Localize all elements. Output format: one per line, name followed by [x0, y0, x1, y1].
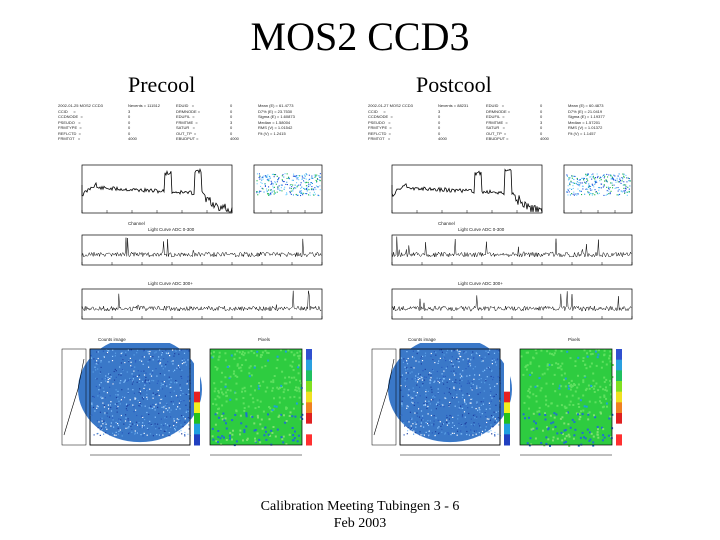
postcool-header-col3: EDUID = DRMNODE = EDUFIL = FRMTME = SATU… [486, 103, 511, 141]
precool-header: 2002-01-25 MOS2 CCD3 CCID = CCDNODE = PS… [58, 103, 332, 159]
precool-spectrum-xlabel: Channel [128, 221, 145, 226]
postcool-scatter-plot [563, 164, 633, 214]
precool-ccd-image [61, 343, 312, 456]
precool-image-label: Counts image [98, 337, 126, 342]
postcool-header-col2: Nevents = 88231 3 0 0 0 0 4000 [438, 103, 469, 141]
precool-lc2-label: Light Curve ADC 300+ [148, 281, 193, 286]
precool-scatter-plot [253, 164, 323, 214]
postcool-panel: 2002-01-27 MOS2 CCD3 CCID = CCDNODE = PS… [368, 103, 642, 468]
precool-pixels-label: Pixels [258, 337, 271, 342]
precool-lightcurve-1 [81, 234, 323, 266]
postcool-pixels-label: Pixels [568, 337, 581, 342]
footer: Calibration Meeting Tubingen 3 - 6 Feb 2… [0, 498, 720, 532]
postcool-spectrum-xlabel: Channel [438, 221, 455, 226]
postcool-ccd-image [371, 343, 622, 456]
postcool-lc1-label: Light Curve ADC 0-300 [458, 227, 505, 232]
slide-title: MOS2 CCD3 [250, 14, 470, 59]
precool-header-col1: 2002-01-25 MOS2 CCD3 CCID = CCDNODE = PS… [58, 103, 103, 141]
postcool-header-col1: 2002-01-27 MOS2 CCD3 CCID = CCDNODE = PS… [368, 103, 413, 141]
precool-lc1-label: Light Curve ADC 0-300 [148, 227, 195, 232]
footer-line-2: Feb 2003 [333, 516, 387, 531]
precool-header-col4: 0 0 0 3 0 0 4000 [230, 103, 239, 141]
postcool-header-col4: 0 0 0 3 0 0 4000 [540, 103, 549, 141]
precool-label: Precool [128, 72, 196, 97]
postcool-lc2-label: Light Curve ADC 300+ [458, 281, 503, 286]
precool-panel: 2002-01-25 MOS2 CCD3 CCID = CCDNODE = PS… [58, 103, 332, 468]
postcool-spectrum-plot [391, 164, 543, 214]
precool-spectrum-plot [81, 164, 233, 214]
footer-line-1: Calibration Meeting Tubingen 3 - 6 [260, 499, 460, 514]
postcool-label: Postcool [416, 72, 492, 97]
precool-lightcurve-2 [81, 288, 323, 320]
postcool-header: 2002-01-27 MOS2 CCD3 CCID = CCDNODE = PS… [368, 103, 642, 159]
precool-header-col5: Mean (E) = 61.4773 D7% (E) = 23.7530 Sig… [258, 103, 295, 136]
postcool-lightcurve-2 [391, 288, 633, 320]
postcool-header-col5: Mean (E) = 60.4873 D7% (E) = 21.0419 Sig… [568, 103, 605, 136]
precool-header-col3: EDUID = DRMNODE = EDUFIL = FRMTME = SATU… [176, 103, 201, 141]
postcool-image-label: Counts image [408, 337, 436, 342]
precool-header-col2: Nevents = 111512 3 0 0 0 0 4000 [128, 103, 160, 141]
postcool-lightcurve-1 [391, 234, 633, 266]
